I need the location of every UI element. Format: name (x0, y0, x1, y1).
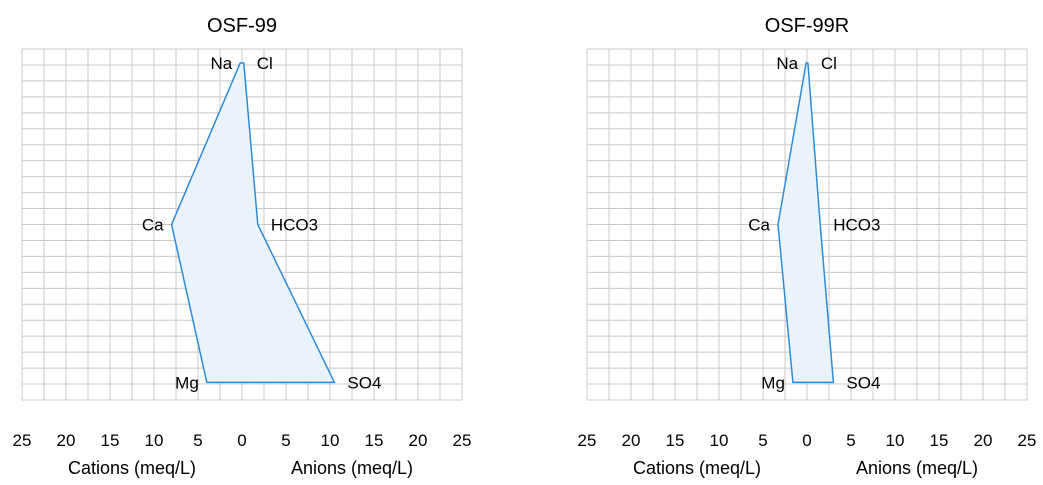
x-tick-label: 20 (409, 431, 428, 450)
x-tick-label: 20 (974, 431, 993, 450)
x-tick-label: 10 (321, 431, 340, 450)
x-tick-label: 5 (281, 431, 290, 450)
stiff-polygon (170, 62, 336, 384)
anion-label-cl: Cl (257, 54, 273, 73)
cation-label-mg: Mg (175, 373, 199, 392)
cation-label-ca: Ca (142, 216, 164, 235)
x-tick-label: 10 (710, 431, 729, 450)
x-axis-label-anions: Anions (meq/L) (291, 458, 413, 478)
anion-label-hco3: HCO3 (833, 216, 880, 235)
x-tick-label: 10 (886, 431, 905, 450)
stiff-chart-1: OSF-99 25 20 15 10 5 0 5 10 15 20 25 Cations (meq/L)… (13, 15, 472, 478)
x-tick-label: 5 (193, 431, 202, 450)
x-tick-label: 15 (101, 431, 120, 450)
x-tick-label: 0 (237, 431, 246, 450)
x-tick-label: 5 (846, 431, 855, 450)
cation-label-na: Na (776, 54, 798, 73)
anion-label-so4: SO4 (347, 373, 381, 392)
x-tick-label: 15 (666, 431, 685, 450)
cation-label-mg: Mg (761, 373, 785, 392)
x-tick-label: 15 (365, 431, 384, 450)
x-tick-label: 0 (802, 431, 811, 450)
x-tick-label: 15 (930, 431, 949, 450)
x-tick-label: 5 (758, 431, 767, 450)
stiff-polygon (777, 62, 835, 384)
anion-label-cl: Cl (821, 54, 837, 73)
x-tick-label: 25 (13, 431, 32, 450)
x-tick-label: 25 (453, 431, 472, 450)
x-axis-label-cations: Cations (meq/L) (633, 458, 761, 478)
cation-label-na: Na (211, 54, 233, 73)
x-tick-label: 25 (1018, 431, 1037, 450)
x-axis-label-anions: Anions (meq/L) (856, 458, 978, 478)
x-axis-label-cations: Cations (meq/L) (68, 458, 196, 478)
x-tick-label: 10 (145, 431, 164, 450)
cation-label-ca: Ca (748, 216, 770, 235)
x-tick-label: 25 (578, 431, 597, 450)
anion-label-so4: SO4 (846, 373, 880, 392)
anion-label-hco3: HCO3 (271, 216, 318, 235)
x-tick-label: 20 (57, 431, 76, 450)
chart-title: OSF-99R (765, 15, 849, 37)
x-tick-label: 20 (622, 431, 641, 450)
stiff-chart-2: OSF-99R 25 20 15 10 5 0 5 10 15 20 25 Cations (meq/L… (578, 15, 1037, 478)
chart-title: OSF-99 (207, 15, 277, 37)
